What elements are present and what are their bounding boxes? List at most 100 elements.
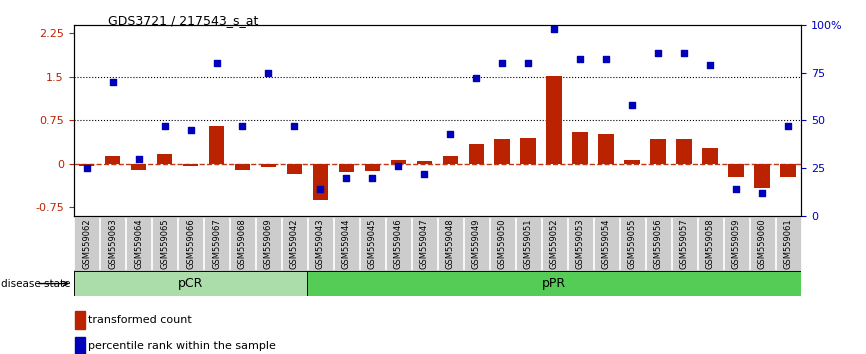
Point — [703, 62, 717, 68]
Text: GSM559062: GSM559062 — [82, 219, 91, 269]
Point — [755, 190, 769, 196]
Bar — [728, 164, 744, 177]
Text: GSM559042: GSM559042 — [290, 219, 299, 269]
Point — [391, 164, 405, 169]
Bar — [105, 156, 120, 164]
Bar — [572, 132, 588, 164]
Bar — [157, 154, 172, 164]
Point — [365, 175, 379, 181]
Bar — [209, 126, 224, 164]
Text: GSM559045: GSM559045 — [368, 219, 377, 269]
Text: GDS3721 / 217543_s_at: GDS3721 / 217543_s_at — [108, 14, 259, 27]
Point — [236, 123, 249, 129]
Text: GSM559054: GSM559054 — [602, 219, 611, 269]
Point — [313, 186, 327, 192]
FancyBboxPatch shape — [464, 217, 488, 270]
Bar — [131, 164, 146, 170]
FancyBboxPatch shape — [490, 217, 514, 270]
FancyBboxPatch shape — [438, 217, 462, 270]
FancyBboxPatch shape — [386, 217, 410, 270]
Point — [210, 60, 223, 66]
Bar — [261, 164, 276, 167]
Point — [547, 26, 561, 32]
Bar — [520, 138, 536, 164]
Point — [521, 60, 535, 66]
Bar — [494, 139, 510, 164]
Bar — [183, 164, 198, 166]
Text: GSM559049: GSM559049 — [472, 219, 481, 269]
Bar — [287, 164, 302, 174]
Text: GSM559065: GSM559065 — [160, 219, 169, 269]
Bar — [650, 139, 666, 164]
Text: GSM559046: GSM559046 — [394, 219, 403, 269]
Text: GSM559061: GSM559061 — [784, 219, 792, 269]
Point — [677, 51, 691, 56]
Text: GSM559057: GSM559057 — [680, 219, 688, 269]
Text: pPR: pPR — [542, 277, 566, 290]
Point — [469, 75, 483, 81]
Text: GSM559048: GSM559048 — [446, 219, 455, 269]
Bar — [365, 164, 380, 171]
FancyBboxPatch shape — [152, 217, 177, 270]
FancyBboxPatch shape — [594, 217, 618, 270]
Bar — [624, 160, 640, 164]
Bar — [469, 143, 484, 164]
Point — [495, 60, 509, 66]
Bar — [443, 156, 458, 164]
Text: GSM559066: GSM559066 — [186, 219, 195, 269]
Text: GSM559056: GSM559056 — [654, 219, 662, 269]
Text: GSM559055: GSM559055 — [628, 219, 637, 269]
Bar — [339, 164, 354, 172]
Point — [417, 171, 431, 177]
Point — [651, 51, 665, 56]
Point — [339, 175, 353, 181]
Bar — [598, 134, 614, 164]
Point — [288, 123, 301, 129]
Point — [729, 186, 743, 192]
Point — [573, 56, 587, 62]
FancyBboxPatch shape — [178, 217, 203, 270]
Text: GSM559044: GSM559044 — [342, 219, 351, 269]
Text: pCR: pCR — [178, 277, 204, 290]
Point — [443, 131, 457, 137]
Bar — [235, 164, 250, 170]
FancyBboxPatch shape — [646, 217, 670, 270]
FancyBboxPatch shape — [126, 217, 151, 270]
Point — [184, 127, 197, 133]
FancyBboxPatch shape — [568, 217, 592, 270]
FancyBboxPatch shape — [74, 217, 99, 270]
Bar — [676, 139, 692, 164]
FancyBboxPatch shape — [516, 217, 540, 270]
FancyBboxPatch shape — [698, 217, 722, 270]
FancyBboxPatch shape — [620, 217, 644, 270]
Text: percentile rank within the sample: percentile rank within the sample — [88, 341, 276, 352]
Text: GSM559063: GSM559063 — [108, 219, 117, 269]
FancyBboxPatch shape — [672, 217, 696, 270]
Text: GSM559069: GSM559069 — [264, 219, 273, 269]
Text: GSM559053: GSM559053 — [576, 219, 585, 269]
FancyBboxPatch shape — [100, 217, 125, 270]
Bar — [79, 164, 94, 166]
Point — [80, 165, 94, 171]
FancyBboxPatch shape — [307, 271, 801, 296]
Text: GSM559043: GSM559043 — [316, 219, 325, 269]
FancyBboxPatch shape — [282, 217, 307, 270]
FancyBboxPatch shape — [204, 217, 229, 270]
FancyBboxPatch shape — [542, 217, 566, 270]
Text: GSM559067: GSM559067 — [212, 219, 221, 269]
Text: GSM559047: GSM559047 — [420, 219, 429, 269]
Bar — [546, 76, 562, 164]
Text: GSM559050: GSM559050 — [498, 219, 507, 269]
Bar — [75, 311, 85, 329]
FancyBboxPatch shape — [724, 217, 748, 270]
Point — [625, 102, 639, 108]
Text: GSM559052: GSM559052 — [550, 219, 559, 269]
Point — [781, 123, 795, 129]
Text: disease state: disease state — [1, 279, 70, 289]
Bar — [75, 337, 85, 354]
FancyBboxPatch shape — [74, 271, 307, 296]
Text: GSM559059: GSM559059 — [732, 219, 740, 269]
FancyBboxPatch shape — [776, 217, 800, 270]
Text: GSM559068: GSM559068 — [238, 219, 247, 269]
Text: GSM559060: GSM559060 — [758, 219, 766, 269]
